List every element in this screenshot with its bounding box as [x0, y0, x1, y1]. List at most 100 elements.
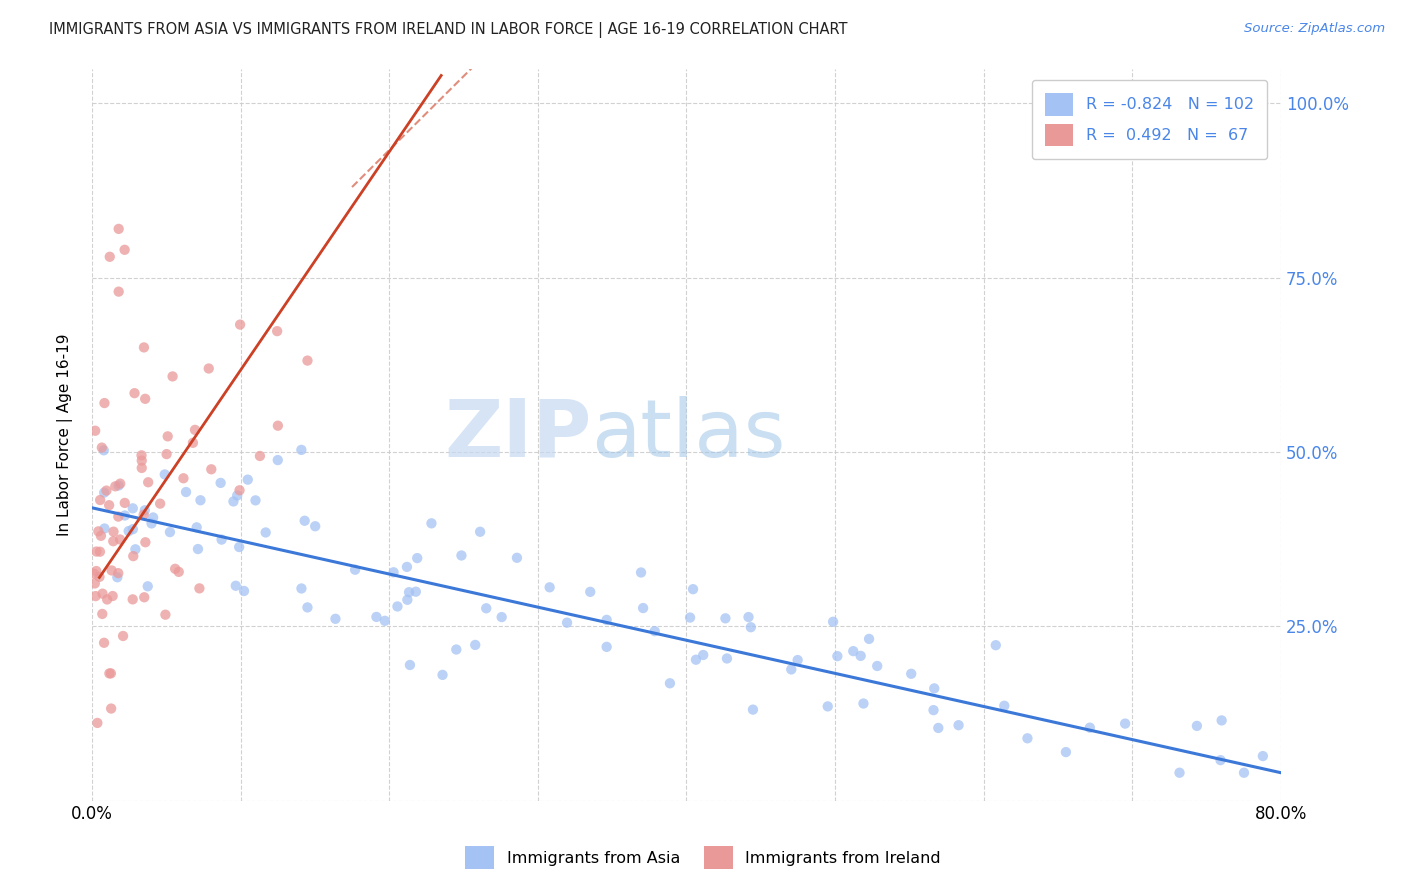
- Point: [267, 418, 290, 433]
- Point: [131, 453, 153, 467]
- Point: [107, 285, 129, 299]
- Point: [406, 551, 429, 566]
- Point: [98, 666, 121, 681]
- Point: [780, 662, 803, 676]
- Point: [679, 610, 702, 624]
- Point: [555, 615, 578, 630]
- Point: [405, 584, 427, 599]
- Point: [366, 610, 388, 624]
- Point: [174, 485, 197, 500]
- Point: [134, 591, 156, 605]
- Point: [107, 509, 129, 524]
- Point: [630, 566, 652, 580]
- Point: [89, 570, 111, 584]
- Point: [121, 501, 143, 516]
- Point: [233, 584, 256, 599]
- Point: [100, 666, 122, 681]
- Point: [104, 479, 127, 493]
- Point: [211, 533, 233, 547]
- Point: [714, 611, 737, 625]
- Point: [197, 361, 219, 376]
- Point: [141, 516, 163, 531]
- Point: [159, 525, 181, 540]
- Point: [101, 589, 124, 603]
- Point: [432, 668, 454, 682]
- Point: [142, 510, 165, 524]
- Point: [297, 353, 319, 368]
- Point: [631, 601, 654, 615]
- Text: atlas: atlas: [592, 395, 786, 474]
- Point: [249, 449, 271, 463]
- Point: [382, 566, 405, 580]
- Point: [96, 483, 118, 498]
- Point: [290, 442, 312, 457]
- Point: [96, 592, 118, 607]
- Point: [90, 529, 112, 543]
- Point: [866, 659, 889, 673]
- Point: [188, 582, 211, 596]
- Point: [817, 699, 839, 714]
- Point: [165, 562, 187, 576]
- Point: [225, 579, 247, 593]
- Point: [87, 524, 110, 539]
- Point: [172, 471, 194, 485]
- Point: [155, 447, 177, 461]
- Point: [156, 429, 179, 443]
- Point: [475, 601, 498, 615]
- Point: [93, 521, 115, 535]
- Point: [167, 565, 190, 579]
- Point: [98, 250, 121, 264]
- Point: [93, 636, 115, 650]
- Point: [506, 550, 529, 565]
- Point: [1251, 749, 1274, 764]
- Point: [294, 514, 316, 528]
- Point: [132, 508, 155, 522]
- Point: [89, 493, 111, 508]
- Point: [658, 676, 681, 690]
- Point: [103, 524, 125, 539]
- Point: [107, 222, 129, 236]
- Point: [420, 516, 443, 531]
- Point: [124, 542, 146, 557]
- Point: [254, 525, 277, 540]
- Point: [245, 493, 267, 508]
- Point: [737, 610, 759, 624]
- Point: [83, 566, 105, 581]
- Point: [1078, 721, 1101, 735]
- Point: [464, 638, 486, 652]
- Y-axis label: In Labor Force | Age 16-19: In Labor Force | Age 16-19: [58, 334, 73, 536]
- Point: [91, 587, 114, 601]
- Point: [200, 462, 222, 476]
- Text: Source: ZipAtlas.com: Source: ZipAtlas.com: [1244, 22, 1385, 36]
- Point: [852, 697, 875, 711]
- Point: [692, 648, 714, 662]
- Point: [153, 467, 176, 482]
- Point: [89, 545, 111, 559]
- Point: [84, 589, 107, 603]
- Point: [1017, 731, 1039, 746]
- Point: [134, 535, 156, 549]
- Point: [86, 715, 108, 730]
- Point: [842, 644, 865, 658]
- Point: [131, 461, 153, 475]
- Point: [162, 369, 184, 384]
- Point: [595, 640, 617, 654]
- Legend: R = -0.824   N = 102, R =  0.492   N =  67: R = -0.824 N = 102, R = 0.492 N = 67: [1032, 80, 1267, 159]
- Point: [131, 448, 153, 462]
- Point: [122, 549, 145, 563]
- Point: [948, 718, 970, 732]
- Point: [114, 496, 136, 510]
- Point: [114, 243, 136, 257]
- Point: [446, 642, 468, 657]
- Point: [922, 681, 945, 696]
- Point: [297, 600, 319, 615]
- Point: [450, 549, 472, 563]
- Point: [93, 396, 115, 410]
- Point: [740, 620, 762, 634]
- Point: [190, 493, 212, 508]
- Point: [984, 638, 1007, 652]
- Point: [134, 503, 156, 517]
- Point: [396, 592, 419, 607]
- Point: [993, 698, 1015, 713]
- Point: [93, 443, 115, 458]
